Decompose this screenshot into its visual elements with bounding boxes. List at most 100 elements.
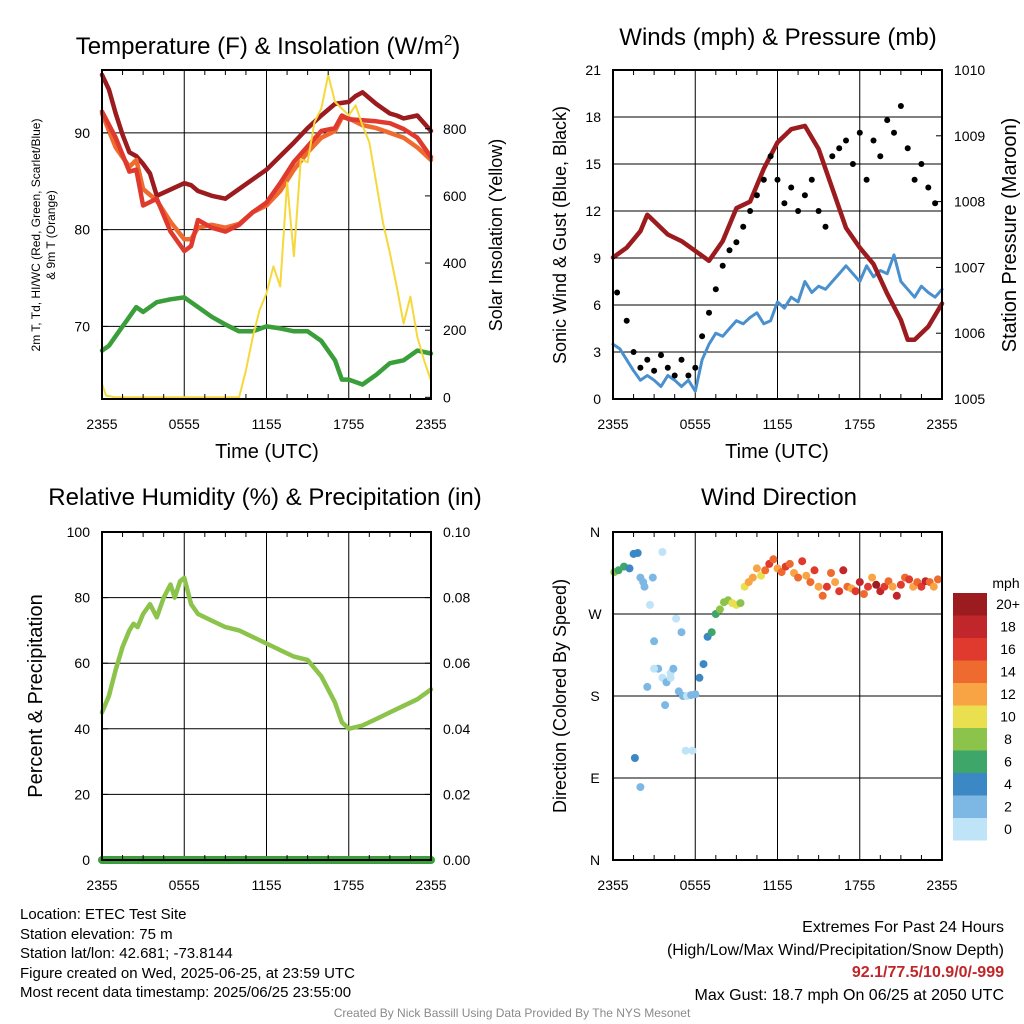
y-tick-label: 12 xyxy=(585,203,601,219)
plot-frame xyxy=(612,531,943,861)
direction-point xyxy=(625,564,634,573)
gust-point xyxy=(863,176,870,183)
dir-ylabel-left: Direction (Colored By Speed) xyxy=(550,579,570,813)
gust-point xyxy=(904,145,911,152)
gust-point xyxy=(897,103,904,109)
y-tick-label: 3 xyxy=(593,344,601,360)
gust-point xyxy=(712,286,719,293)
y2-tick-label: 1009 xyxy=(954,128,985,144)
y2-tick-label: 0.06 xyxy=(443,655,470,671)
x-tick-label: 2355 xyxy=(597,416,628,432)
colorbar-label: 8 xyxy=(1004,731,1012,747)
direction-point xyxy=(681,746,690,755)
colorbar-label: 16 xyxy=(1000,641,1016,657)
gust-point xyxy=(911,176,918,183)
direction-point xyxy=(777,568,786,577)
data-layer xyxy=(98,72,945,864)
direction-point xyxy=(669,664,678,673)
gust-point xyxy=(658,352,664,359)
x-tick-label: 1155 xyxy=(762,416,792,432)
direction-point xyxy=(880,582,889,591)
direction-point xyxy=(814,582,823,591)
y-tick-label: N xyxy=(590,852,600,868)
direction-point xyxy=(851,587,860,596)
direction-point xyxy=(896,580,905,589)
max-gust: Max Gust: 18.7 mph On 06/25 at 2050 UTC xyxy=(694,986,1005,1004)
colorbar-label: 20+ xyxy=(996,596,1020,612)
direction-point xyxy=(639,578,648,587)
y2-tick-label: 0.00 xyxy=(443,852,470,868)
direction-point xyxy=(888,582,897,591)
colorbar-swatch xyxy=(953,683,987,706)
colorbar-swatch xyxy=(953,660,987,683)
gust-point xyxy=(726,247,733,254)
direction-point xyxy=(648,573,657,582)
gust-point xyxy=(884,117,891,124)
direction-point xyxy=(929,582,938,591)
gust-point xyxy=(664,364,671,371)
plot-frame xyxy=(612,69,943,400)
colorbar-swatch xyxy=(953,750,987,773)
gust-point xyxy=(877,153,884,160)
y-tick-label: 80 xyxy=(74,222,90,238)
direction-point xyxy=(810,566,819,575)
y2-tick-label: 0.02 xyxy=(443,786,470,802)
y-tick-label: 21 xyxy=(585,62,601,78)
x-tick-label: 2355 xyxy=(86,877,117,893)
y2-tick-label: 0.04 xyxy=(443,721,470,737)
y2-tick-label: 0.08 xyxy=(443,590,470,606)
speed-colorbar: 20+ 18 16 14 12 10 8 6 4 2 0 xyxy=(953,593,1020,841)
gust-point xyxy=(614,289,621,296)
direction-point xyxy=(892,591,901,600)
direction-point xyxy=(827,569,835,577)
wind-panel-title: Winds (mph) & Pressure (mb) xyxy=(619,24,936,51)
y-tick-label: 0 xyxy=(593,391,601,407)
direction-point xyxy=(933,575,942,584)
wind-ylabel-right: Station Pressure (Maroon) xyxy=(999,118,1021,353)
direction-point xyxy=(715,605,724,614)
gust-point xyxy=(822,223,829,230)
direction-point xyxy=(785,559,794,568)
station-location: Location: ETEC Test Site xyxy=(20,906,187,923)
colorbar-label: 12 xyxy=(1000,686,1016,702)
direction-point xyxy=(672,614,681,623)
direction-point xyxy=(646,600,654,609)
direction-point xyxy=(757,571,765,580)
plot-grids xyxy=(102,70,942,860)
colorbar-label: 14 xyxy=(1000,664,1016,680)
gust-point xyxy=(740,223,747,230)
series-line xyxy=(99,575,434,732)
extremes-heading: Extremes For Past 24 Hours xyxy=(802,919,1004,936)
gust-point xyxy=(788,184,795,191)
direction-point xyxy=(855,578,864,587)
x-tick-label: 2355 xyxy=(926,416,957,432)
gust-point xyxy=(760,176,767,183)
direction-point xyxy=(633,549,642,557)
x-tick-label: 1155 xyxy=(762,877,792,893)
x-tick-label: 2355 xyxy=(926,877,957,893)
station-latlon: Station lat/lon: 42.681; -73.8144 xyxy=(20,945,233,963)
y-tick-label: 0 xyxy=(82,852,90,868)
gust-point xyxy=(925,184,932,191)
plot-frame xyxy=(101,69,432,400)
y-tick-label: 100 xyxy=(67,524,91,540)
direction-point xyxy=(806,578,815,587)
y2-tick-label: 1007 xyxy=(954,259,985,275)
colorbar-label: 0 xyxy=(1004,821,1012,837)
direction-point xyxy=(666,673,675,682)
gust-point xyxy=(808,176,815,183)
x-tick-label: 2355 xyxy=(415,416,446,432)
recent-timestamp: Most recent data timestamp: 2025/06/25 2… xyxy=(20,984,352,1002)
y2-tick-label: 0 xyxy=(443,389,451,405)
colorbar-label: 2 xyxy=(1004,799,1012,815)
direction-point xyxy=(769,555,778,564)
gust-point xyxy=(637,364,644,371)
x-tick-label: 2355 xyxy=(415,877,446,893)
extremes-subheading: (High/Low/Max Wind/Precipitation/Snow De… xyxy=(666,941,1004,959)
y2-tick-label: 400 xyxy=(443,255,467,271)
gust-point xyxy=(801,192,808,199)
gust-point xyxy=(719,262,726,269)
gust-point xyxy=(753,192,760,199)
gust-point xyxy=(671,372,678,379)
gust-point xyxy=(843,137,849,144)
